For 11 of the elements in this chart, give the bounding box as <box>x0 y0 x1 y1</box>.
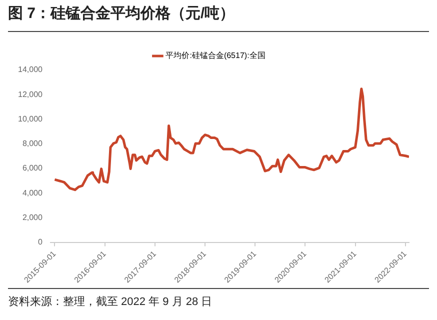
legend-label: 平均价:硅锰合金(6517):全国 <box>166 51 266 60</box>
text: 资料来源：整理，截至 2022 年 9 月 28 日 <box>8 295 212 309</box>
y-tick-label: 8,000 <box>22 139 44 148</box>
y-tick-label: 0 <box>38 237 44 246</box>
chart-title: 图 7：硅锰合金平均价格（元/吨） <box>8 4 235 23</box>
y-tick-label: 4,000 <box>22 188 44 198</box>
y-tick-label: 10,000 <box>18 114 44 124</box>
y-tick-label: 14,000 <box>18 65 44 74</box>
y-tick-label: 12,000 <box>18 90 44 99</box>
y-tick-label: 2,000 <box>22 212 44 222</box>
y-tick-label: 6,000 <box>22 164 44 173</box>
